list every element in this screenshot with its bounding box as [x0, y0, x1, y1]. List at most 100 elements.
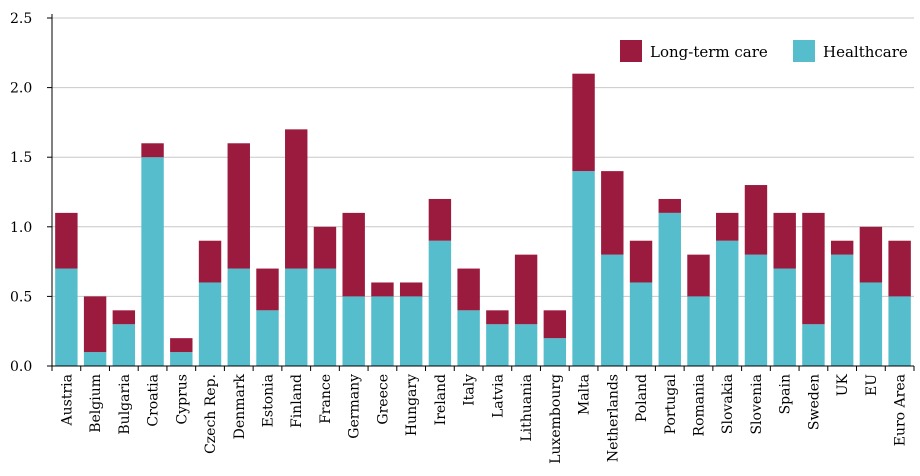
- bar-long-term-care: [859, 226, 883, 283]
- bar-long-term-care: [687, 254, 710, 297]
- bar-long-term-care: [543, 310, 567, 339]
- x-tick-label: Croatia: [146, 374, 162, 427]
- bar-long-term-care: [428, 198, 452, 241]
- bar-healthcare: [687, 296, 710, 366]
- y-tick-labels: 0.0 0.5 1.0 1.5 2.0 2.5: [10, 11, 32, 375]
- x-tick-label: Ireland: [433, 374, 449, 425]
- y-tick-label: 0.0: [10, 359, 32, 375]
- bar-long-term-care: [256, 268, 279, 311]
- bar-long-term-care: [716, 212, 739, 241]
- bar-healthcare: [457, 310, 480, 366]
- bars: [55, 73, 911, 366]
- x-tick-label: Poland: [634, 374, 650, 422]
- bar-healthcare: [227, 268, 250, 366]
- bar-long-term-care: [486, 310, 509, 325]
- x-tick-label: Germany: [347, 374, 363, 439]
- bar-long-term-care: [399, 282, 423, 297]
- legend-swatch-long-term-care: [620, 40, 642, 62]
- y-tick-label: 2.5: [10, 11, 32, 27]
- x-tick-label: Czech Rep.: [203, 374, 219, 454]
- x-tick-label: Denmark: [232, 373, 248, 439]
- bar-healthcare: [543, 338, 567, 366]
- x-tick-label: EU: [864, 374, 880, 396]
- legend-swatch-healthcare: [793, 40, 815, 62]
- y-tick-label: 1.5: [10, 150, 32, 166]
- x-tick-label: Finland: [289, 374, 305, 428]
- axes: [47, 14, 915, 371]
- bar-long-term-care: [227, 143, 250, 269]
- y-tick-label: 0.5: [10, 289, 32, 305]
- y-tick-label: 1.0: [10, 220, 32, 236]
- bar-healthcare: [572, 171, 595, 366]
- x-tick-label: Austria: [59, 374, 75, 426]
- bar-healthcare: [888, 296, 911, 366]
- bar-healthcare: [256, 310, 279, 366]
- bar-healthcare: [285, 268, 308, 366]
- bar-long-term-care: [629, 240, 653, 283]
- bar-long-term-care: [83, 296, 107, 353]
- bar-healthcare: [399, 296, 423, 366]
- bar-healthcare: [141, 157, 164, 366]
- legend: Long-term care Healthcare: [620, 40, 908, 62]
- y-tick-label: 2.0: [10, 81, 32, 97]
- bar-long-term-care: [170, 338, 193, 353]
- legend-label-long-term-care: Long-term care: [650, 43, 768, 61]
- bar-healthcare: [198, 282, 222, 366]
- bar-long-term-care: [55, 212, 78, 269]
- x-tick-label: Sweden: [806, 374, 822, 430]
- bar-healthcare: [629, 282, 653, 366]
- x-tick-label: Romania: [692, 374, 708, 436]
- bar-long-term-care: [285, 129, 308, 269]
- x-tick-label: Greece: [375, 374, 391, 425]
- bar-long-term-care: [313, 226, 337, 269]
- bar-healthcare: [514, 324, 538, 366]
- bar-long-term-care: [457, 268, 480, 311]
- x-tick-label: UK: [835, 373, 851, 396]
- bar-long-term-care: [112, 310, 136, 325]
- bar-long-term-care: [658, 198, 681, 213]
- bar-long-term-care: [601, 171, 624, 255]
- x-tick-label: Belgium: [88, 374, 104, 433]
- bar-healthcare: [112, 324, 136, 366]
- bar-healthcare: [342, 296, 365, 366]
- x-tick-label: Bulgaria: [117, 374, 133, 435]
- x-tick-label: Italy: [462, 374, 478, 406]
- bar-healthcare: [658, 212, 681, 366]
- bar-healthcare: [744, 254, 768, 366]
- legend-label-healthcare: Healthcare: [823, 43, 908, 61]
- x-tick-label: Cyprus: [174, 374, 190, 424]
- bar-long-term-care: [744, 185, 768, 255]
- bar-long-term-care: [141, 143, 164, 158]
- bar-healthcare: [601, 254, 624, 366]
- gridlines: [52, 17, 914, 297]
- bar-long-term-care: [572, 73, 595, 172]
- bar-long-term-care: [773, 212, 796, 269]
- x-tick-label: Slovakia: [720, 374, 736, 434]
- bar-long-term-care: [342, 212, 365, 297]
- x-tick-label: Latvia: [490, 374, 506, 418]
- bar-long-term-care: [198, 240, 222, 283]
- x-tick-label: Portugal: [663, 373, 679, 434]
- x-tick-label: Malta: [577, 374, 593, 415]
- x-tick-label: Spain: [778, 374, 794, 414]
- bar-healthcare: [716, 240, 739, 366]
- x-tick-label: Lithuania: [519, 374, 535, 442]
- x-tick-labels: Austria Belgium Bulgaria Croatia Cyprus Czech…: [59, 373, 908, 463]
- x-tick-label: Estonia: [261, 374, 277, 427]
- bar-long-term-care: [888, 240, 911, 297]
- x-tick-label: Hungary: [404, 374, 420, 436]
- bar-long-term-care: [830, 240, 854, 255]
- bar-healthcare: [773, 268, 796, 366]
- bar-healthcare: [371, 296, 394, 366]
- bar-healthcare: [428, 240, 452, 366]
- bar-healthcare: [313, 268, 337, 366]
- bar-healthcare: [55, 268, 78, 366]
- bar-long-term-care: [802, 212, 825, 325]
- bar-healthcare: [859, 282, 883, 366]
- bar-long-term-care: [514, 254, 538, 325]
- bar-healthcare: [83, 352, 107, 366]
- x-tick-label: Netherlands: [605, 374, 621, 462]
- bar-healthcare: [170, 352, 193, 366]
- bar-healthcare: [486, 324, 509, 366]
